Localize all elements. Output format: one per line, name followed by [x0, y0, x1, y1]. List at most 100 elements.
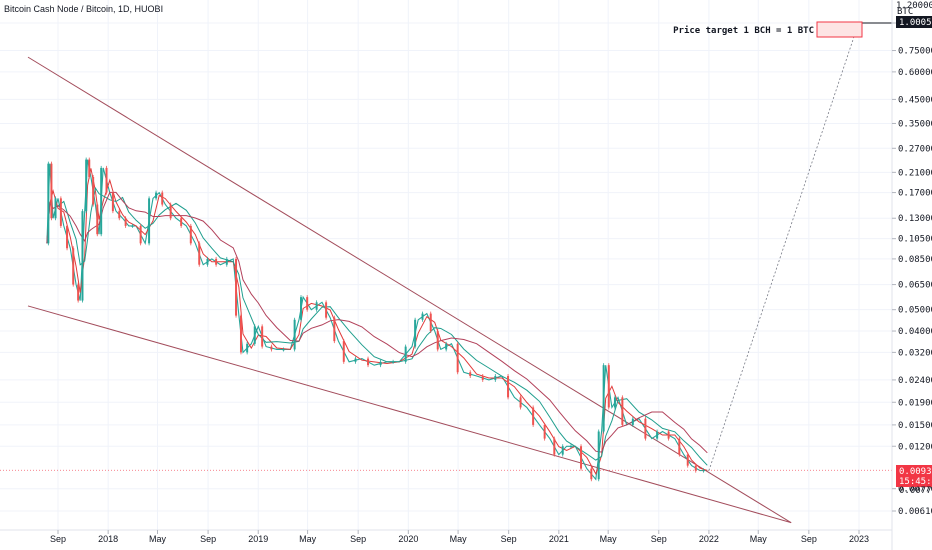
projection-line — [708, 22, 859, 471]
candle-body — [139, 225, 142, 244]
y-tick-label: 0.450000 — [898, 95, 932, 105]
candle-body — [131, 225, 134, 227]
y-tick-label: 0.270000 — [898, 144, 932, 154]
candle-body — [702, 470, 705, 472]
x-tick-label: May — [299, 534, 317, 544]
candle-body — [569, 446, 572, 448]
x-tick-label: Sep — [350, 534, 366, 544]
candle-body — [667, 431, 670, 439]
candle-body — [189, 225, 192, 244]
x-tick-label: May — [750, 534, 768, 544]
candle-body — [590, 468, 593, 480]
candle-body — [613, 397, 616, 408]
target-box[interactable] — [816, 21, 863, 38]
trendline — [27, 56, 792, 524]
candle-body — [553, 438, 556, 455]
candle-body — [161, 192, 164, 205]
candle-body — [246, 343, 249, 353]
candle-body — [631, 418, 634, 425]
x-tick-label: Sep — [200, 534, 216, 544]
x-tick-label: 2021 — [549, 534, 569, 544]
candle-body — [445, 343, 448, 350]
y-tick-label: 0.019000 — [898, 398, 932, 408]
y-tick-label: 0.012000 — [898, 442, 932, 452]
candle-body — [519, 397, 522, 408]
candle-body — [225, 258, 228, 265]
current-price-value: 0.009336 — [899, 467, 932, 477]
candle-body — [392, 361, 395, 363]
candle-body — [494, 376, 497, 380]
y-tick-label: 0.007700 — [898, 485, 932, 495]
x-tick-label: 2023 — [849, 534, 869, 544]
candle-body — [333, 317, 336, 342]
chart-title: Bitcoin Cash Node / Bitcoin, 1D, HUOBI — [4, 4, 163, 14]
time-axis[interactable]: Sep 2018 May Sep 2019 May Sep 2020 May Sep 2021 May… — [50, 530, 869, 544]
candle-body — [436, 331, 439, 350]
y-tick-label: 0.130000 — [898, 214, 932, 224]
candle-body — [561, 446, 564, 455]
x-tick-label: May — [450, 534, 468, 544]
y-tick-label: 0.210000 — [898, 168, 932, 178]
y-tick-label: 0.024000 — [898, 376, 932, 386]
candle-body — [414, 319, 417, 347]
candle-body — [118, 211, 121, 219]
target-annotation: Price target 1 BCH = 1 BTC — [673, 25, 814, 36]
candle-body — [66, 225, 69, 249]
candle-body — [50, 163, 53, 219]
candle-body — [456, 343, 459, 373]
candle-body — [694, 465, 697, 471]
candle-body — [206, 258, 209, 265]
candle-body — [81, 211, 84, 301]
candle-body — [481, 376, 484, 380]
candle-body — [59, 198, 62, 226]
candle-body — [686, 454, 689, 466]
candle-body — [507, 376, 510, 398]
candle-body — [602, 365, 605, 432]
candle-body — [354, 358, 357, 362]
candle-body — [124, 218, 127, 226]
candle-body — [621, 397, 624, 425]
candle-body — [155, 192, 158, 199]
y-tick-label: 0.170000 — [898, 189, 932, 199]
candle-body — [198, 243, 201, 265]
candle-body — [235, 258, 238, 316]
y-tick-label: 0.600000 — [898, 68, 932, 78]
y-tick-label: 0.032000 — [898, 348, 932, 358]
x-tick-label: Sep — [801, 534, 817, 544]
candle-body — [180, 218, 183, 226]
ma-medium-line — [46, 186, 708, 466]
target-price-value: 1.000568 — [899, 18, 932, 28]
candle-body — [96, 204, 99, 235]
y-tick-label: 0.350000 — [898, 119, 932, 129]
candle-body — [215, 258, 218, 265]
candle-body — [469, 372, 472, 377]
candle-body — [379, 361, 382, 366]
x-tick-label: 2020 — [398, 534, 418, 544]
candle-body — [532, 407, 535, 425]
candle-body — [421, 313, 424, 320]
candle-body — [111, 192, 114, 212]
y-tick-label: 0.050000 — [898, 306, 932, 316]
lower-price-label: 0.007700 — [899, 486, 932, 496]
y-tick-label: 0.105000 — [898, 235, 932, 245]
y-tick-label: 0.065000 — [898, 281, 932, 291]
candle-body — [253, 326, 256, 344]
candle-body — [261, 326, 264, 347]
candle-body — [92, 177, 95, 205]
candle-body — [100, 167, 103, 235]
price-axis-unit: BTC — [897, 7, 913, 17]
candle-body — [293, 319, 296, 350]
candle-body — [315, 302, 318, 310]
candle-body — [580, 446, 583, 469]
candle-body — [607, 365, 610, 408]
candle-body — [300, 297, 303, 320]
candle-body — [282, 349, 285, 351]
x-tick-label: May — [600, 534, 618, 544]
candle-body — [367, 358, 370, 366]
candle-body — [72, 248, 75, 285]
x-tick-label: 2018 — [98, 534, 118, 544]
overlays — [0, 22, 893, 471]
candle-body — [47, 163, 50, 244]
